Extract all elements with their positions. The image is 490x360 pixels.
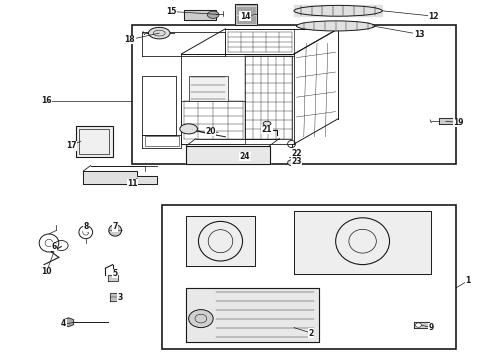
Polygon shape: [142, 76, 176, 135]
Polygon shape: [294, 5, 382, 16]
Text: 24: 24: [240, 152, 250, 161]
Polygon shape: [414, 322, 429, 328]
Polygon shape: [110, 293, 120, 301]
Text: 2: 2: [309, 328, 314, 338]
Text: 17: 17: [66, 141, 76, 150]
Polygon shape: [181, 54, 294, 144]
Bar: [76, 126, 113, 157]
Polygon shape: [294, 211, 431, 274]
Ellipse shape: [180, 124, 197, 134]
Polygon shape: [294, 29, 338, 144]
Polygon shape: [83, 171, 157, 184]
Ellipse shape: [296, 21, 375, 31]
Text: 1: 1: [466, 276, 470, 285]
Ellipse shape: [294, 5, 382, 16]
Text: 12: 12: [428, 12, 439, 21]
Polygon shape: [181, 29, 338, 54]
Polygon shape: [142, 135, 181, 148]
Bar: [79, 129, 109, 154]
Text: 14: 14: [240, 12, 250, 21]
Text: 23: 23: [291, 157, 302, 166]
Text: 6: 6: [51, 242, 56, 251]
Polygon shape: [64, 318, 74, 327]
Text: 18: 18: [124, 35, 135, 44]
Polygon shape: [439, 118, 453, 124]
Bar: [145, 136, 179, 146]
Bar: [189, 76, 228, 101]
Polygon shape: [225, 29, 294, 56]
Text: 3: 3: [118, 292, 122, 302]
Text: 21: 21: [262, 125, 272, 134]
Ellipse shape: [148, 27, 170, 39]
Polygon shape: [186, 288, 318, 342]
Text: 22: 22: [291, 149, 302, 158]
Ellipse shape: [64, 320, 73, 325]
Polygon shape: [184, 10, 216, 20]
Ellipse shape: [207, 11, 219, 18]
Ellipse shape: [109, 225, 122, 236]
Text: 7: 7: [113, 222, 118, 231]
Text: 20: 20: [205, 127, 216, 136]
Polygon shape: [186, 216, 255, 266]
Text: 5: 5: [113, 269, 118, 278]
Text: 11: 11: [127, 179, 138, 188]
Text: 16: 16: [41, 96, 52, 105]
Text: 4: 4: [61, 320, 66, 328]
Text: 19: 19: [453, 118, 464, 127]
Bar: [132, 25, 456, 164]
Text: 8: 8: [83, 222, 88, 231]
Text: 9: 9: [429, 323, 434, 332]
Bar: [162, 205, 456, 349]
Text: 13: 13: [414, 30, 424, 39]
Polygon shape: [142, 32, 225, 56]
Text: 15: 15: [166, 7, 177, 16]
Polygon shape: [181, 101, 245, 144]
Polygon shape: [108, 275, 118, 281]
Polygon shape: [186, 146, 270, 164]
Ellipse shape: [416, 323, 421, 327]
Polygon shape: [235, 4, 257, 25]
Bar: [245, 56, 292, 139]
Ellipse shape: [288, 160, 295, 166]
Ellipse shape: [189, 310, 213, 328]
Ellipse shape: [263, 121, 271, 126]
Text: 10: 10: [41, 267, 52, 276]
